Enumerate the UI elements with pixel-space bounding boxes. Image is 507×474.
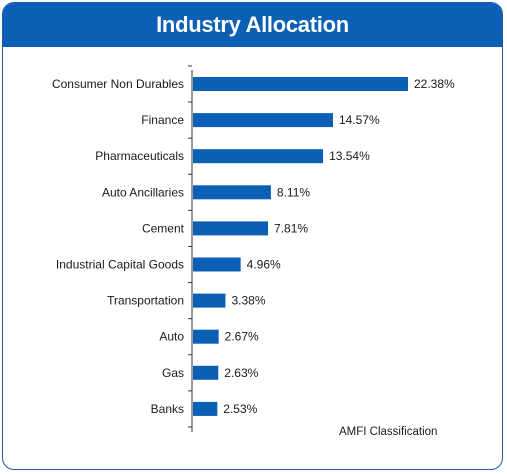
bar [193,401,218,416]
bar [193,113,333,128]
category-label: Transportation [107,294,184,308]
bar [193,293,226,308]
bar [193,221,269,236]
data-label: 7.81% [274,221,308,235]
category-label: Cement [142,221,185,235]
bar [193,149,324,164]
category-label: Auto Ancillaries [102,185,184,199]
category-label: Consumer Non Durables [52,77,184,91]
category-label: Banks [151,402,184,416]
data-label: 4.96% [247,258,281,272]
bar [193,329,219,344]
category-label: Auto [159,330,184,344]
category-label: Finance [141,113,184,127]
category-label: Pharmaceuticals [95,149,184,163]
bar [193,257,241,272]
chart-header: Industry Allocation [3,3,502,47]
bar [193,185,271,200]
data-label: 2.67% [225,330,259,344]
data-label: 8.11% [277,185,310,199]
data-label: 22.38% [414,77,455,91]
category-label: Industrial Capital Goods [56,258,184,272]
category-label: Gas [162,366,184,380]
bar [193,77,408,91]
data-label: 2.63% [224,366,258,380]
bar [193,365,219,380]
data-label: 2.53% [223,402,257,416]
data-label: 14.57% [339,113,380,127]
chart-title: Industry Allocation [156,12,349,37]
data-label: 13.54% [329,149,370,163]
source-note: AMFI Classification [339,426,438,438]
data-label: 3.38% [231,294,265,308]
